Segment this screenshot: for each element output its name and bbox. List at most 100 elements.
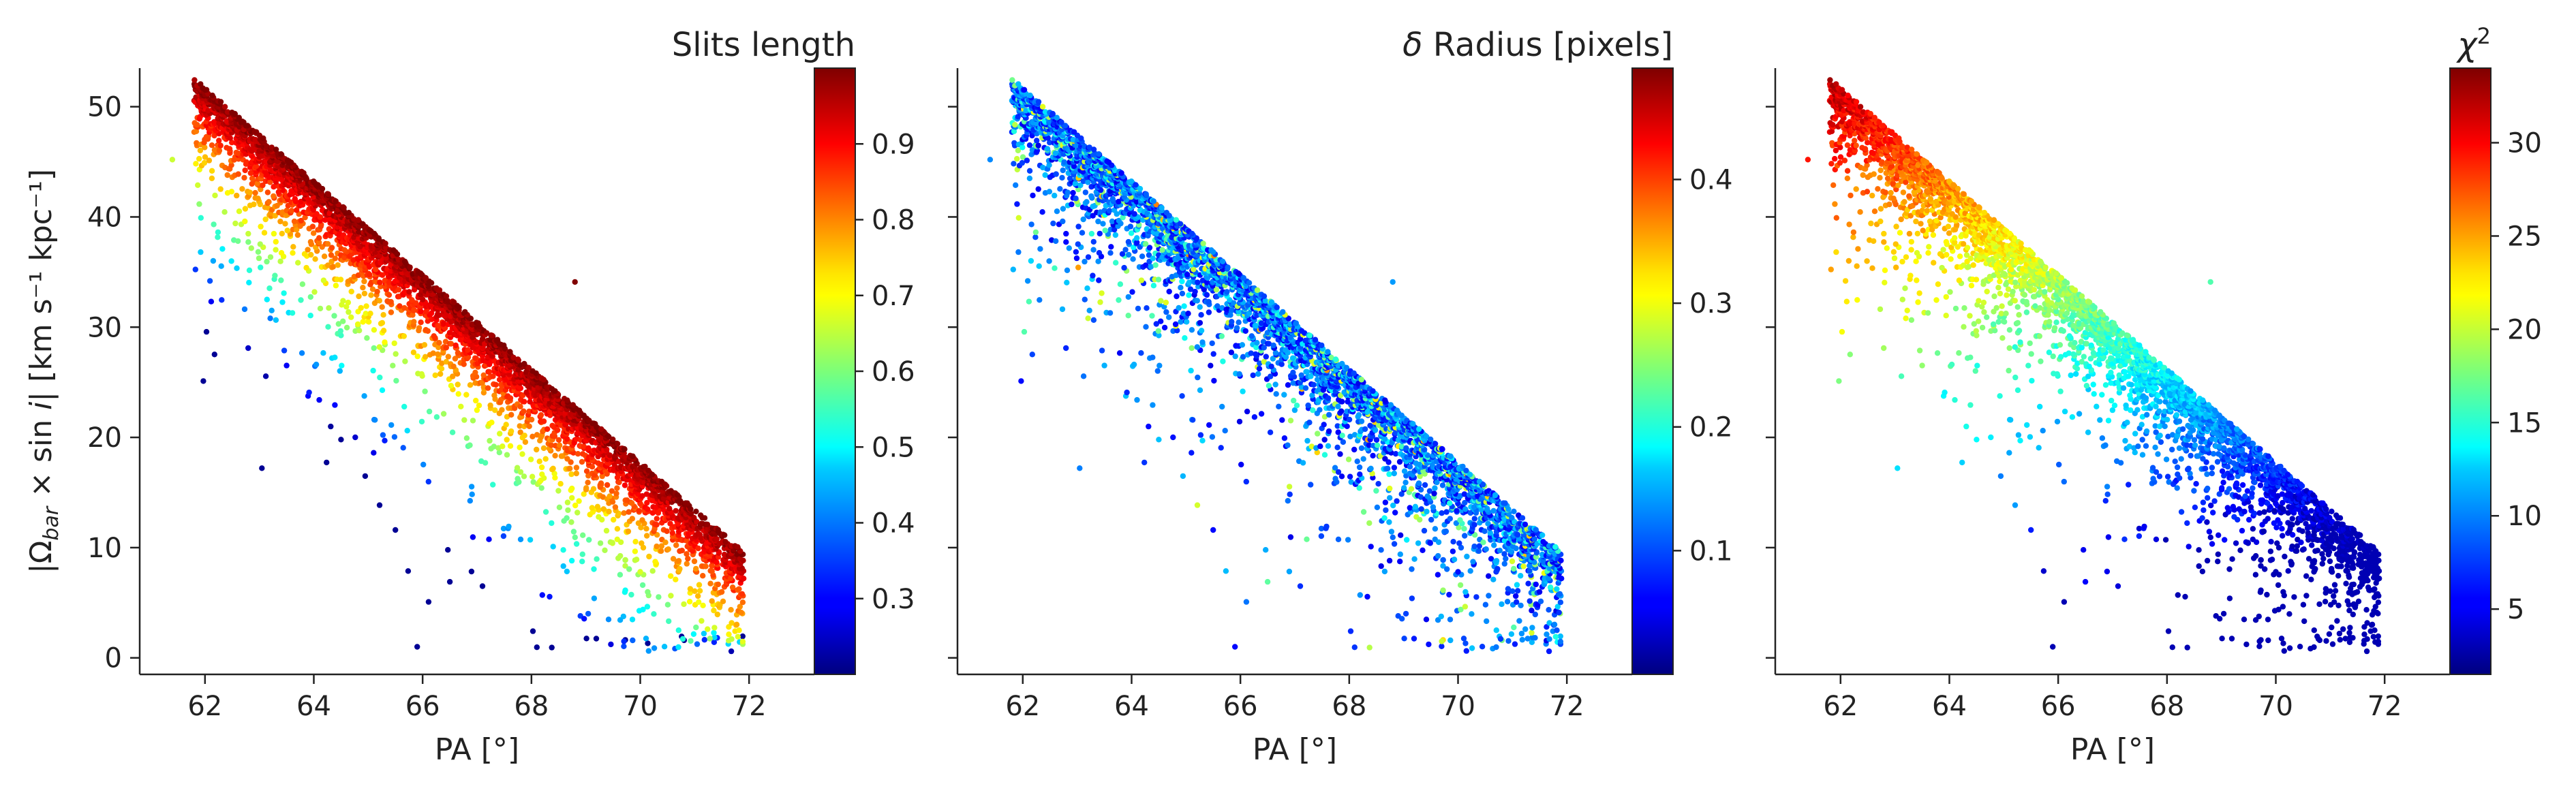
scatter-point bbox=[739, 638, 746, 644]
scatter-point bbox=[626, 566, 632, 572]
scatter-point bbox=[1096, 277, 1102, 283]
scatter-point bbox=[540, 418, 547, 424]
scatter-point bbox=[498, 386, 504, 393]
scatter-point bbox=[1399, 616, 1405, 622]
scatter-point bbox=[1116, 350, 1123, 356]
scatter-point bbox=[572, 534, 578, 540]
scatter-point bbox=[1304, 369, 1310, 375]
scatter-point bbox=[1366, 644, 1373, 651]
scatter-point bbox=[1138, 350, 1144, 356]
scatter-point bbox=[620, 613, 626, 620]
scatter-point bbox=[1126, 251, 1132, 258]
scatter-point bbox=[1086, 307, 1092, 313]
scatter-point bbox=[461, 361, 467, 367]
scatter-point bbox=[707, 636, 713, 642]
scatter-point bbox=[254, 129, 260, 135]
scatter-point bbox=[709, 598, 715, 604]
scatter-point bbox=[1378, 563, 1384, 569]
scatter-point bbox=[1475, 548, 1482, 554]
scatter-point bbox=[1189, 450, 1195, 456]
scatter-point bbox=[443, 345, 449, 351]
scatter-point bbox=[386, 292, 393, 298]
scatter-point bbox=[1270, 342, 1276, 349]
scatter-point bbox=[1281, 435, 1288, 441]
scatter-point bbox=[1435, 539, 1442, 546]
scatter-point bbox=[298, 217, 304, 224]
scatter-point bbox=[198, 81, 204, 87]
scatter-point bbox=[356, 293, 362, 300]
scatter-point bbox=[355, 217, 362, 223]
scatter-point bbox=[1511, 565, 1517, 572]
scatter-point bbox=[367, 311, 373, 317]
scatter-point bbox=[504, 437, 510, 443]
scatter-point bbox=[269, 307, 275, 313]
scatter-point bbox=[1321, 452, 1328, 458]
scatter-point bbox=[456, 304, 462, 311]
scatter-point bbox=[455, 381, 461, 388]
scatter-point bbox=[462, 309, 468, 315]
scatter-point bbox=[1255, 371, 1261, 377]
scatter-point bbox=[1454, 507, 1460, 514]
scatter-point bbox=[367, 271, 373, 278]
scatter-point bbox=[406, 289, 412, 295]
scatter-point bbox=[1059, 306, 1066, 313]
scatter-point bbox=[579, 559, 585, 565]
scatter-point bbox=[640, 544, 647, 551]
scatter-point bbox=[630, 637, 636, 644]
scatter-point bbox=[1172, 321, 1179, 328]
scatter-point bbox=[1242, 328, 1249, 334]
scatter-point bbox=[670, 556, 677, 562]
scatter-point bbox=[1357, 592, 1364, 598]
scatter-point bbox=[346, 309, 352, 315]
scatter-point bbox=[1499, 601, 1505, 608]
scatter-point bbox=[1362, 426, 1368, 433]
scatter-point bbox=[1460, 636, 1467, 642]
scatter-point bbox=[696, 588, 703, 594]
scatter-point bbox=[621, 510, 627, 516]
scatter-point bbox=[715, 527, 722, 533]
scatter-point bbox=[530, 628, 536, 634]
scatter-point bbox=[1514, 582, 1520, 588]
scatter-point bbox=[339, 362, 345, 369]
scatter-point bbox=[1184, 319, 1190, 325]
scatter-point bbox=[1402, 480, 1409, 486]
scatter-point bbox=[1075, 223, 1082, 230]
scatter-point bbox=[266, 285, 273, 292]
scatter-point bbox=[1024, 278, 1031, 284]
scatter-point bbox=[1494, 565, 1501, 572]
scatter-point bbox=[1554, 586, 1560, 592]
scatter-point bbox=[485, 385, 491, 391]
scatter-point bbox=[418, 418, 425, 425]
scatter-point bbox=[264, 189, 271, 196]
scatter-point bbox=[636, 507, 642, 514]
scatter-point bbox=[1095, 258, 1101, 264]
scatter-point bbox=[591, 566, 597, 572]
scatter-point bbox=[1011, 161, 1017, 167]
scatter-point bbox=[1218, 445, 1224, 451]
scatter-point bbox=[499, 407, 505, 413]
scatter-point bbox=[646, 553, 652, 560]
scatter-point bbox=[598, 480, 604, 486]
scatter-point bbox=[1421, 527, 1428, 534]
scatter-point bbox=[1339, 433, 1345, 439]
scatter-point bbox=[279, 230, 285, 237]
scatter-point bbox=[195, 182, 201, 188]
scatter-point bbox=[363, 311, 369, 317]
scatter-point bbox=[1125, 313, 1131, 319]
scatter-point bbox=[1090, 238, 1097, 245]
scatter-point bbox=[1358, 418, 1365, 424]
scatter-point bbox=[681, 601, 687, 608]
scatter-point bbox=[232, 220, 239, 227]
colorbar-tick-label: 0.5 bbox=[872, 432, 915, 463]
scatter-point bbox=[729, 620, 735, 626]
scatter-point bbox=[1391, 465, 1398, 471]
scatter-point bbox=[1197, 387, 1203, 393]
scatter-point bbox=[693, 624, 699, 631]
scatter-point bbox=[530, 433, 536, 439]
scatter-point bbox=[1450, 539, 1456, 545]
scatter-point bbox=[348, 314, 354, 320]
scatter-point bbox=[606, 508, 612, 515]
scatter-point bbox=[574, 510, 581, 516]
scatter-point bbox=[370, 367, 376, 374]
scatter-point bbox=[475, 320, 481, 326]
